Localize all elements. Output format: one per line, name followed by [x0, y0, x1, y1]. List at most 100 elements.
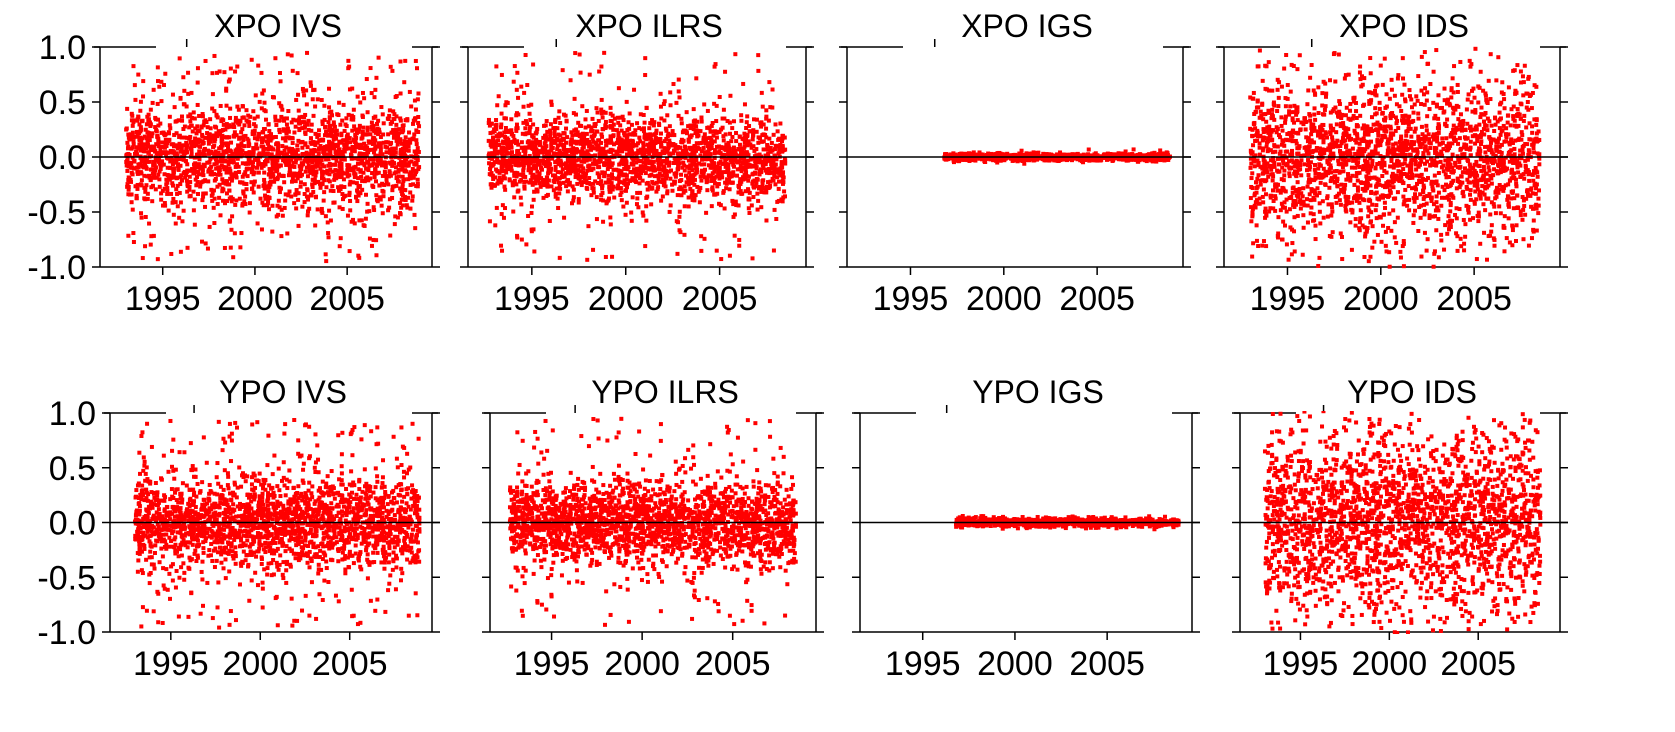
data-point: [399, 205, 404, 210]
data-point: [513, 154, 518, 159]
data-point: [651, 141, 656, 146]
data-point: [754, 180, 759, 185]
data-point: [530, 175, 535, 180]
data-point: [217, 182, 222, 187]
data-point: [995, 160, 1000, 165]
data-point: [531, 180, 536, 185]
data-point: [712, 175, 717, 180]
data-point: [685, 164, 690, 169]
data-point: [215, 184, 220, 189]
data-point: [156, 144, 161, 149]
data-point: [585, 149, 590, 154]
data-point: [781, 170, 786, 175]
data-point: [360, 90, 365, 95]
data-point: [684, 180, 689, 185]
data-point: [766, 180, 771, 185]
data-point: [689, 152, 694, 157]
data-point: [703, 157, 708, 162]
data-point: [348, 140, 353, 145]
data-point: [604, 161, 609, 166]
data-point: [706, 173, 711, 178]
data-point: [622, 178, 627, 183]
data-point: [164, 177, 169, 182]
data-point: [232, 130, 237, 135]
data-point: [321, 198, 326, 203]
data-point: [136, 146, 141, 151]
data-point: [710, 121, 715, 126]
data-point: [594, 195, 599, 200]
data-point: [612, 195, 617, 200]
data-point: [311, 172, 316, 177]
x-tick-label: 2005: [309, 280, 385, 318]
data-point: [519, 177, 524, 182]
data-point: [246, 143, 251, 148]
data-point: [223, 141, 228, 146]
data-point: [582, 135, 587, 140]
data-point: [186, 70, 191, 75]
data-point: [315, 134, 320, 139]
data-point: [604, 143, 609, 148]
data-point: [756, 153, 761, 158]
data-point: [170, 166, 175, 171]
data-point: [772, 174, 777, 179]
data-point: [689, 163, 694, 168]
data-point: [223, 201, 228, 206]
data-point: [659, 131, 664, 136]
data-point: [642, 150, 647, 155]
data-point: [527, 180, 532, 185]
data-point: [350, 86, 355, 91]
data-point: [178, 182, 183, 187]
data-point: [181, 208, 186, 213]
data-point: [305, 50, 310, 55]
data-point: [600, 170, 605, 175]
data-point: [571, 146, 576, 151]
data-point: [560, 151, 565, 156]
data-point: [550, 156, 555, 161]
data-point: [161, 162, 166, 167]
data-point: [654, 189, 659, 194]
data-point: [272, 179, 277, 184]
data-point: [530, 134, 535, 139]
data-point: [577, 132, 582, 137]
data-point: [403, 153, 408, 158]
data-point: [667, 138, 672, 143]
data-point: [545, 192, 550, 197]
data-point: [742, 131, 747, 136]
data-point: [292, 130, 297, 135]
data-point: [708, 152, 713, 157]
data-point: [615, 149, 620, 154]
data-point: [287, 146, 292, 151]
data-point: [348, 198, 353, 203]
data-point: [217, 146, 222, 151]
data-point: [522, 184, 527, 189]
data-point: [403, 157, 408, 162]
data-point: [736, 190, 741, 195]
data-point: [185, 182, 190, 187]
data-point: [374, 171, 379, 176]
data-point: [280, 107, 285, 112]
data-point: [620, 149, 625, 154]
x-tick-label: 2000: [217, 280, 293, 318]
data-point: [286, 109, 291, 114]
data-point: [315, 163, 320, 168]
data-point: [647, 184, 652, 189]
data-point: [180, 219, 185, 224]
data-point: [347, 173, 352, 178]
data-point: [283, 198, 288, 203]
data-point: [609, 181, 614, 186]
data-point: [280, 144, 285, 149]
data-point: [241, 137, 246, 142]
data-point: [509, 128, 514, 133]
data-point: [492, 142, 497, 147]
data-point: [398, 186, 403, 191]
data-point: [547, 162, 552, 167]
data-point: [597, 175, 602, 180]
data-point: [324, 185, 329, 190]
data-point: [534, 158, 539, 163]
data-point: [759, 124, 764, 129]
data-point: [408, 182, 413, 187]
data-point: [275, 158, 280, 163]
data-point: [171, 170, 176, 175]
data-point: [178, 249, 183, 254]
data-point: [557, 109, 562, 114]
